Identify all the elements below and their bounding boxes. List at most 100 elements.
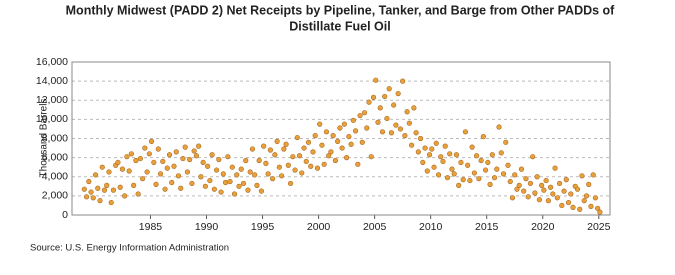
point <box>512 172 518 178</box>
point <box>328 149 334 155</box>
point <box>272 152 278 158</box>
point <box>182 144 188 150</box>
point <box>406 120 412 126</box>
point <box>523 176 529 182</box>
point <box>310 149 316 155</box>
point <box>547 184 554 190</box>
point <box>240 180 247 187</box>
point <box>393 122 399 128</box>
point <box>420 159 426 166</box>
point <box>370 94 377 100</box>
point <box>485 159 491 166</box>
point <box>187 156 193 163</box>
point <box>254 182 260 188</box>
point <box>216 156 222 163</box>
point <box>438 154 444 160</box>
point <box>128 151 135 157</box>
point <box>357 112 363 119</box>
point <box>509 195 516 201</box>
point <box>238 166 244 172</box>
point <box>539 182 545 188</box>
point <box>368 154 374 160</box>
y-tick-label: 16,000 <box>36 56 68 68</box>
point <box>229 164 235 170</box>
point <box>90 195 96 201</box>
point <box>415 149 421 155</box>
point <box>243 157 249 164</box>
point <box>124 154 130 160</box>
point <box>462 129 469 135</box>
point <box>290 154 296 160</box>
point <box>153 181 159 187</box>
point <box>480 133 486 140</box>
point <box>563 177 569 183</box>
point <box>359 139 365 145</box>
point <box>234 172 240 178</box>
point <box>583 193 590 199</box>
y-tick-label: 10,000 <box>36 113 68 125</box>
point <box>444 175 451 181</box>
point <box>140 176 146 182</box>
point <box>151 159 157 166</box>
point <box>86 178 92 185</box>
point <box>267 147 273 153</box>
point <box>559 202 565 209</box>
point <box>590 172 596 178</box>
point <box>198 174 204 180</box>
point <box>386 86 392 92</box>
point <box>117 184 123 190</box>
point <box>189 180 195 187</box>
point <box>236 183 242 189</box>
point <box>184 169 191 175</box>
point <box>247 169 253 175</box>
point <box>135 191 141 197</box>
point <box>261 143 267 149</box>
point <box>106 169 112 175</box>
point <box>88 189 94 195</box>
point <box>525 194 531 200</box>
point <box>175 173 182 179</box>
point <box>81 186 87 192</box>
point <box>133 157 139 164</box>
point <box>440 158 446 165</box>
y-tick-label: 8,000 <box>42 132 68 144</box>
plot-frame <box>71 61 611 216</box>
point <box>263 160 269 166</box>
point <box>541 187 547 193</box>
x-tick-label: 2020 <box>531 221 555 233</box>
point <box>552 165 558 171</box>
point <box>252 172 258 178</box>
point <box>471 170 477 176</box>
point <box>160 158 166 165</box>
point <box>191 148 197 154</box>
point <box>296 153 303 159</box>
point <box>413 130 419 136</box>
point <box>503 139 509 145</box>
point <box>521 188 527 194</box>
point <box>303 158 309 165</box>
point <box>556 180 563 187</box>
point <box>209 152 215 158</box>
point <box>173 149 179 155</box>
point <box>570 204 576 210</box>
point <box>433 140 439 146</box>
point <box>565 199 572 206</box>
point <box>222 179 229 186</box>
point <box>213 167 220 173</box>
point <box>344 155 350 161</box>
point <box>422 145 428 151</box>
point <box>305 139 312 145</box>
point <box>142 145 148 151</box>
point <box>137 155 143 162</box>
point <box>355 161 361 167</box>
point <box>478 157 484 164</box>
point <box>276 164 282 170</box>
point <box>278 173 285 179</box>
x-tick-label: 1985 <box>139 221 163 233</box>
point <box>312 133 318 139</box>
point <box>534 174 540 180</box>
point <box>391 102 397 108</box>
point <box>283 141 289 147</box>
y-tick-label: 12,000 <box>36 94 68 106</box>
